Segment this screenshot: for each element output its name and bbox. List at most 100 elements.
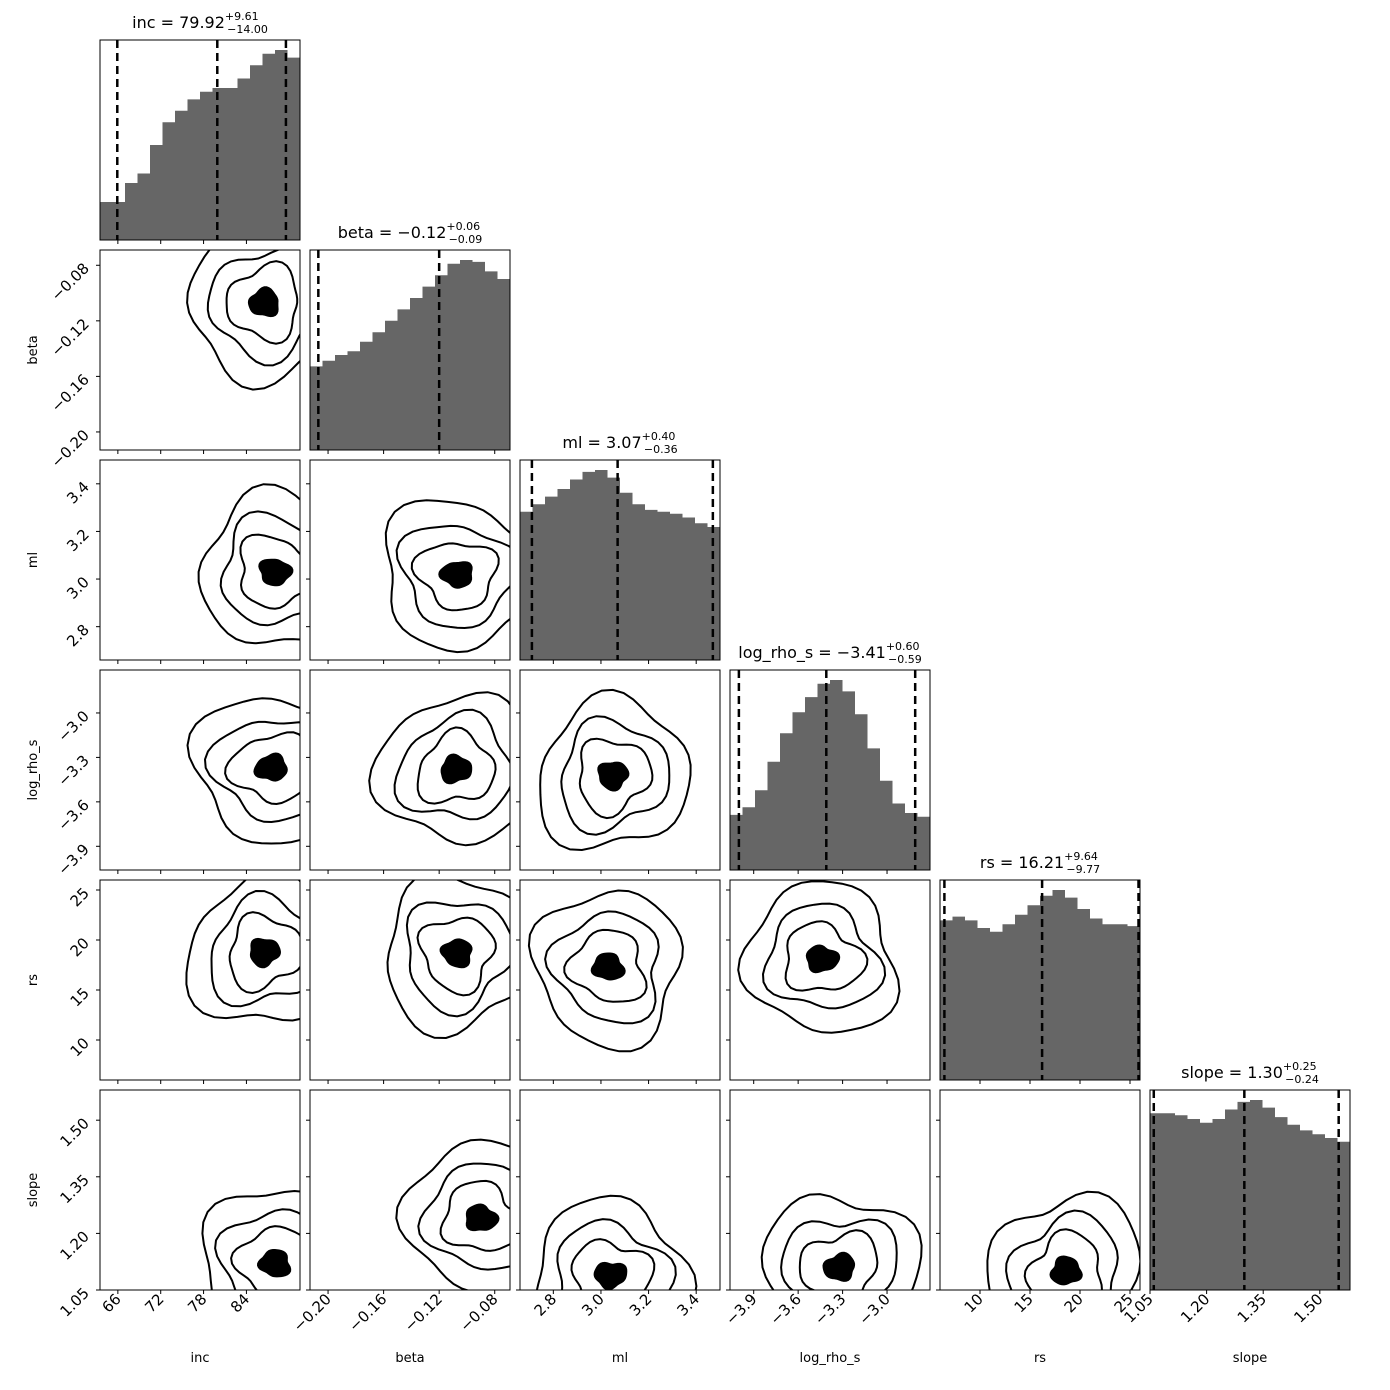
density-core	[597, 761, 630, 792]
contour-line	[798, 1229, 879, 1290]
contour-line	[761, 902, 887, 1010]
contour-line	[405, 901, 510, 1018]
x-axis-label-log_rho_s: log_rho_s	[800, 1351, 861, 1366]
contour-panel-rs-slope: 10 15 20 25	[936, 1089, 1141, 1316]
x-tick-label: 66	[98, 1290, 124, 1316]
contour-line	[570, 1238, 656, 1290]
x-tick-label: 84	[227, 1290, 253, 1316]
y-tick-label: 1.50	[56, 1114, 92, 1150]
density-core	[438, 561, 473, 589]
contour-line	[556, 1218, 677, 1290]
panel-frame	[1149, 1089, 1351, 1291]
contour-line	[197, 483, 300, 645]
contour-line	[201, 1189, 300, 1290]
contour-line	[186, 697, 300, 845]
density-core	[249, 937, 282, 969]
contour-line	[384, 499, 510, 654]
x-tick-label: 78	[184, 1290, 210, 1316]
y-tick-label: 15	[67, 984, 93, 1010]
panel-frame	[99, 459, 301, 661]
y-axis-label-ml: ml	[26, 552, 41, 568]
density-core	[1049, 1255, 1083, 1286]
histogram-panel-inc: inc = 79.92+9.61 −14.00	[99, 10, 301, 244]
contour-line	[539, 688, 692, 852]
panel-frame	[939, 879, 1141, 1081]
y-tick-label: −0.16	[48, 370, 93, 415]
x-tick-label: 1.50	[1290, 1290, 1326, 1326]
x-axis-label-slope: slope	[1233, 1351, 1268, 1366]
density-core	[439, 938, 473, 969]
contour-line	[206, 250, 300, 367]
panel-title-ml: ml = 3.07+0.40 −0.36	[562, 430, 677, 456]
x-axis-label-rs: rs	[1034, 1351, 1046, 1366]
histogram-fill	[310, 260, 510, 450]
panel-frame	[99, 249, 301, 451]
density-core	[247, 286, 279, 318]
panel-frame	[519, 1089, 721, 1291]
histogram-panel-log_rho_s: log_rho_s = −3.41+0.60 −0.59	[729, 640, 931, 874]
contour-line	[225, 260, 299, 345]
contour-panel-beta-rs	[306, 879, 511, 1084]
panel-title-beta: beta = −0.12+0.06 −0.09	[338, 220, 483, 246]
contour-line	[560, 715, 671, 836]
y-tick-label: −0.08	[48, 259, 93, 304]
panel-title-inc: inc = 79.92+9.61 −14.00	[132, 10, 268, 36]
x-tick-label: 20	[1061, 1290, 1087, 1316]
contour-panel-beta-log_rho_s	[306, 669, 511, 874]
x-tick-label: 1.35	[1234, 1290, 1270, 1326]
contour-line	[230, 1225, 300, 1290]
x-tick-label: 10	[961, 1290, 987, 1316]
y-tick-label: −0.12	[48, 315, 93, 360]
contour-line	[737, 880, 901, 1034]
panel-title-slope: slope = 1.30+0.25 −0.24	[1181, 1060, 1319, 1086]
density-core	[465, 1203, 500, 1232]
density-core	[593, 1261, 628, 1290]
contour-line	[416, 916, 497, 997]
contour-line	[386, 880, 510, 1040]
x-tick-label: −3.0	[855, 1290, 893, 1328]
histogram-panel-rs: rs = 16.21+9.64 −9.77	[939, 850, 1141, 1084]
contour-panel-beta-slope: −0.20 −0.16 −0.12 −0.08	[290, 1089, 511, 1335]
x-tick-label: 15	[1011, 1290, 1037, 1316]
panel-frame	[309, 1089, 511, 1291]
contour-line	[563, 928, 648, 1003]
panel-frame	[99, 879, 301, 1081]
y-tick-label: 1.05	[56, 1284, 92, 1320]
y-tick-label: 3.2	[63, 526, 93, 556]
density-core	[805, 944, 841, 974]
contour-line	[578, 737, 654, 820]
contour-line	[1023, 1228, 1103, 1290]
y-tick-label: 25	[67, 884, 93, 910]
density-core	[258, 558, 294, 587]
contour-line	[410, 542, 500, 612]
y-tick-label: 3.4	[63, 478, 93, 508]
density-core	[822, 1251, 856, 1282]
panel-frame	[99, 1089, 301, 1291]
contour-panel-inc-ml: 2.8 3.0 3.2 3.4	[63, 459, 301, 664]
y-axis-label-beta: beta	[26, 335, 41, 364]
panel-frame	[519, 669, 721, 871]
contour-panel-ml-rs	[516, 879, 721, 1084]
histogram-fill	[940, 890, 1140, 1080]
panel-title-rs: rs = 16.21+9.64 −9.77	[980, 850, 1100, 876]
contour-line	[544, 910, 660, 1025]
x-tick-label: −3.9	[722, 1290, 760, 1328]
x-axis-label-ml: ml	[612, 1351, 628, 1366]
panel-frame	[729, 669, 931, 871]
contour-line	[986, 1190, 1140, 1290]
x-tick-label: 3.2	[626, 1290, 656, 1320]
contour-line	[219, 510, 300, 627]
histogram-fill	[520, 470, 720, 660]
y-tick-label: −3.0	[54, 707, 92, 745]
contour-panel-beta-ml	[306, 459, 511, 664]
x-tick-label: −3.3	[811, 1290, 849, 1328]
x-tick-label: 72	[141, 1290, 167, 1316]
contour-panel-ml-slope: 2.8 3.0 3.2 3.4	[516, 1089, 721, 1320]
contour-line	[239, 533, 300, 610]
y-tick-label: 10	[67, 1034, 93, 1060]
contour-line	[1005, 1209, 1119, 1290]
y-axis-label-rs: rs	[26, 974, 41, 986]
contour-panel-inc-beta: −0.20 −0.16 −0.12 −0.08	[48, 249, 301, 471]
contour-panel-log_rho_s-rs	[726, 879, 931, 1084]
